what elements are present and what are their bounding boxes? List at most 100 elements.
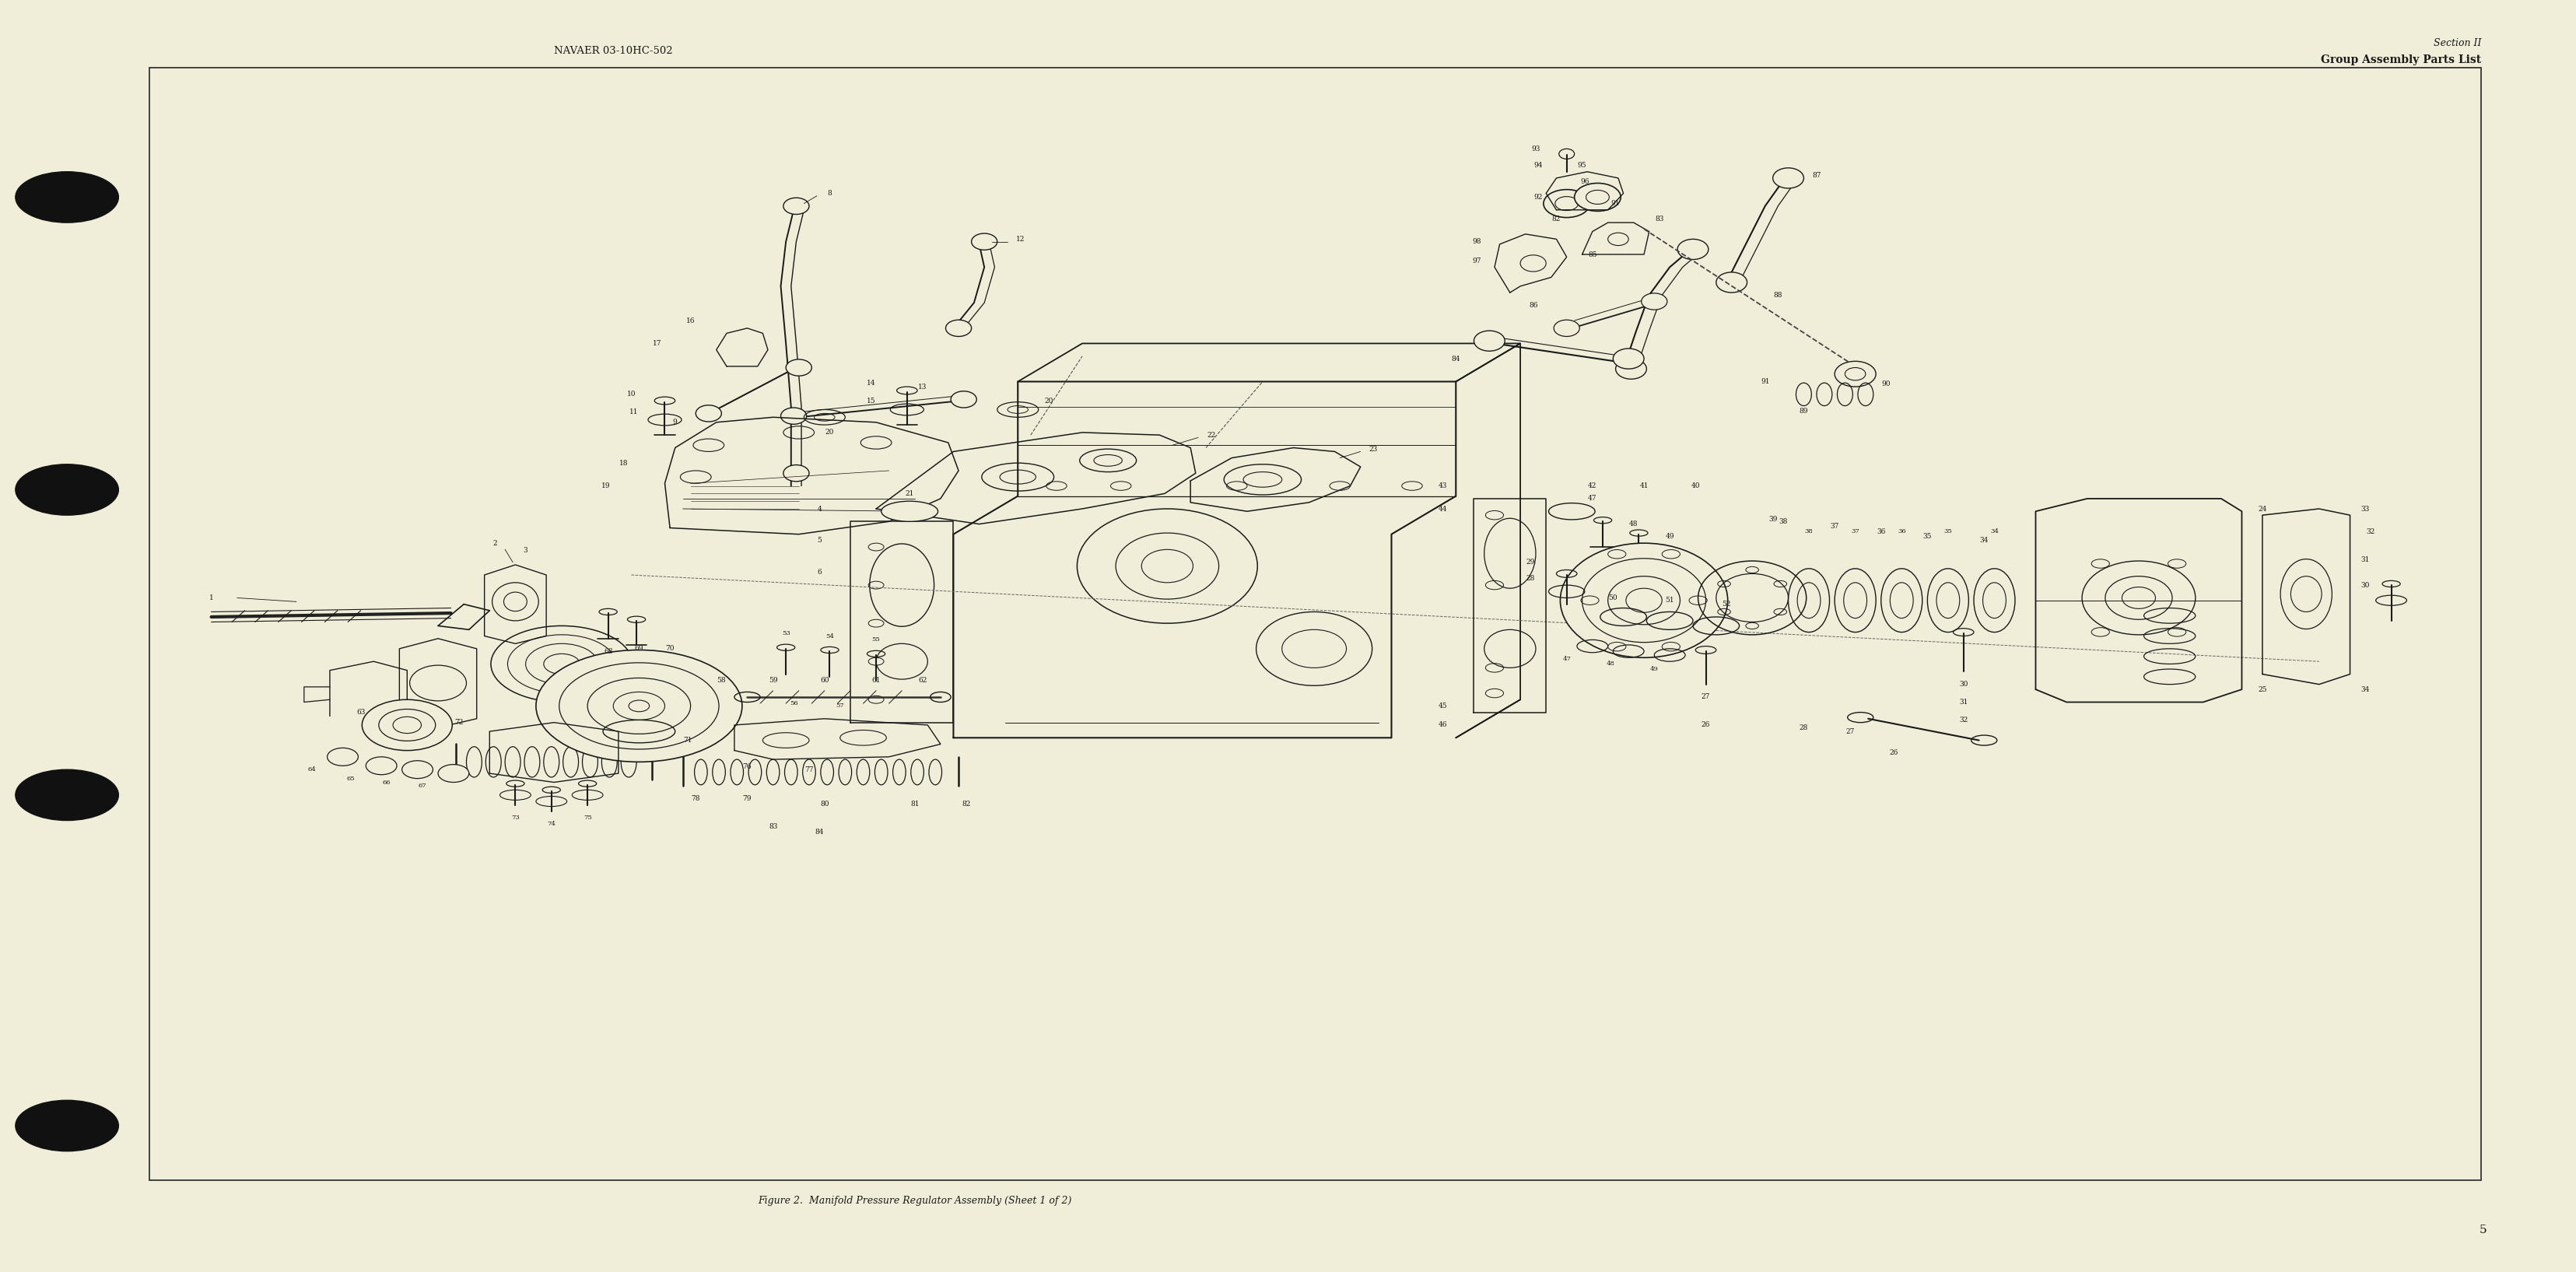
Text: 37: 37 — [1850, 529, 1860, 534]
Ellipse shape — [1613, 349, 1643, 369]
Ellipse shape — [951, 391, 976, 407]
Ellipse shape — [971, 233, 997, 249]
Text: 60: 60 — [819, 677, 829, 684]
Text: 82: 82 — [1551, 215, 1561, 223]
Text: 36: 36 — [1896, 529, 1906, 534]
Text: 70: 70 — [665, 645, 675, 653]
Text: 34: 34 — [1989, 529, 1999, 534]
Text: 4: 4 — [817, 505, 822, 513]
Text: 84: 84 — [814, 828, 824, 836]
Text: 38: 38 — [1803, 529, 1814, 534]
Text: 69: 69 — [634, 645, 644, 653]
Text: 67: 67 — [417, 784, 428, 789]
Text: 15: 15 — [866, 397, 876, 404]
Text: 47: 47 — [1561, 656, 1571, 661]
Text: 47: 47 — [1587, 495, 1597, 502]
Text: 62: 62 — [917, 677, 927, 684]
Text: 53: 53 — [781, 631, 791, 636]
Text: 94: 94 — [1533, 162, 1543, 169]
Ellipse shape — [361, 700, 453, 750]
Text: 71: 71 — [683, 736, 693, 744]
Text: 48: 48 — [1628, 520, 1638, 528]
Text: 95: 95 — [1577, 162, 1587, 169]
Text: 33: 33 — [2360, 505, 2370, 513]
Text: 64: 64 — [307, 767, 317, 772]
Text: 43: 43 — [1437, 482, 1448, 490]
Ellipse shape — [1574, 183, 1620, 211]
Text: 25: 25 — [2257, 686, 2267, 693]
Text: 88: 88 — [1772, 291, 1783, 299]
Ellipse shape — [1641, 293, 1667, 310]
Text: 98: 98 — [1471, 238, 1481, 245]
Text: 63: 63 — [355, 709, 366, 716]
Circle shape — [15, 770, 118, 820]
Ellipse shape — [536, 650, 742, 762]
Text: 26: 26 — [1700, 721, 1710, 729]
Text: 76: 76 — [742, 763, 752, 771]
Text: 82: 82 — [961, 800, 971, 808]
Text: Section II: Section II — [2432, 38, 2481, 48]
Ellipse shape — [1543, 190, 1589, 218]
Text: 19: 19 — [600, 482, 611, 490]
Text: 81: 81 — [909, 800, 920, 808]
Text: 90: 90 — [1880, 380, 1891, 388]
Text: 27: 27 — [1844, 728, 1855, 735]
Text: 34: 34 — [1978, 537, 1989, 544]
Text: 61: 61 — [871, 677, 881, 684]
Ellipse shape — [783, 464, 809, 481]
Text: 22: 22 — [1206, 431, 1216, 439]
Text: 20: 20 — [1043, 397, 1054, 404]
Text: 93: 93 — [1530, 145, 1540, 153]
Text: 80: 80 — [819, 800, 829, 808]
Text: 48: 48 — [1605, 661, 1615, 667]
Text: 35: 35 — [1942, 529, 1953, 534]
Text: 20: 20 — [824, 429, 835, 436]
Text: 41: 41 — [1638, 482, 1649, 490]
Ellipse shape — [786, 359, 811, 377]
Text: 35: 35 — [1922, 533, 1932, 541]
Text: 12: 12 — [1015, 235, 1025, 243]
Text: 78: 78 — [690, 795, 701, 803]
Text: 36: 36 — [1875, 528, 1886, 536]
Text: 30: 30 — [1958, 681, 1968, 688]
Text: 23: 23 — [1368, 445, 1378, 453]
Text: 89: 89 — [1798, 407, 1808, 415]
Text: 29: 29 — [1525, 558, 1535, 566]
Text: 55: 55 — [871, 637, 881, 642]
Text: 50: 50 — [1607, 594, 1618, 602]
Text: 51: 51 — [1664, 597, 1674, 604]
Text: 83: 83 — [768, 823, 778, 831]
Text: 83: 83 — [1654, 215, 1664, 223]
Text: 18: 18 — [618, 459, 629, 467]
Text: 65: 65 — [345, 776, 355, 781]
Ellipse shape — [696, 404, 721, 421]
Bar — [149, 67, 2481, 1180]
Ellipse shape — [1473, 331, 1504, 351]
Text: 91: 91 — [1610, 200, 1620, 207]
Text: 26: 26 — [1888, 749, 1899, 757]
Text: 45: 45 — [1437, 702, 1448, 710]
Text: 32: 32 — [2365, 528, 2375, 536]
Text: 11: 11 — [629, 408, 639, 416]
Text: 31: 31 — [2360, 556, 2370, 563]
Ellipse shape — [1677, 239, 1708, 259]
Ellipse shape — [881, 501, 938, 522]
Text: 44: 44 — [1437, 505, 1448, 513]
Text: 73: 73 — [510, 815, 520, 820]
Text: 3: 3 — [523, 547, 528, 555]
Text: 30: 30 — [2360, 581, 2370, 589]
Text: 74: 74 — [546, 822, 556, 827]
Text: 40: 40 — [1690, 482, 1700, 490]
Text: 75: 75 — [582, 815, 592, 820]
Text: 77: 77 — [804, 766, 814, 773]
Text: 66: 66 — [381, 780, 392, 785]
Text: 84: 84 — [1450, 355, 1461, 363]
Text: 2: 2 — [492, 539, 497, 547]
Text: Group Assembly Parts List: Group Assembly Parts List — [2321, 55, 2481, 65]
Text: 42: 42 — [1587, 482, 1597, 490]
Text: 58: 58 — [716, 677, 726, 684]
Text: NAVAER 03-10HC-502: NAVAER 03-10HC-502 — [554, 46, 672, 56]
Text: Figure 2.  Manifold Pressure Regulator Assembly (Sheet 1 of 2): Figure 2. Manifold Pressure Regulator As… — [757, 1196, 1072, 1206]
Circle shape — [15, 172, 118, 223]
Text: 72: 72 — [453, 719, 464, 726]
